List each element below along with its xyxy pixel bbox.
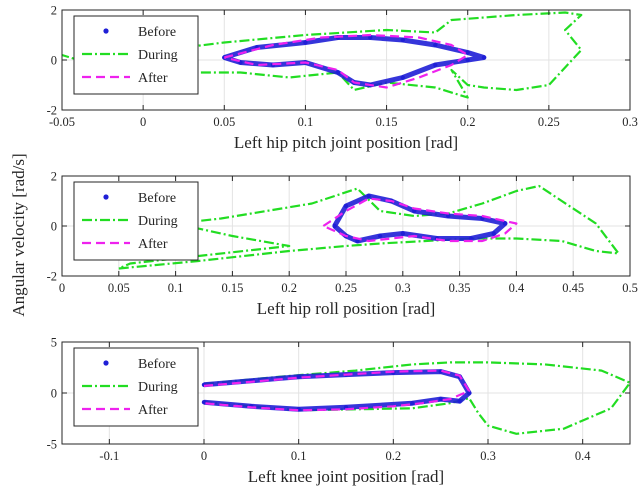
x-tick-label: -0.05 [49, 115, 75, 129]
data-point-before [433, 62, 438, 68]
series-line-after [203, 369, 471, 412]
data-point-before [438, 396, 443, 402]
subplot-3: -0.1 0 0.1 0.2 0.3 0.4 -5 0 5 Left knee joint pos… [47, 336, 631, 486]
x-tick-label: 0.1 [168, 281, 184, 295]
x-tick-label: 0.15 [221, 281, 243, 295]
x-tick-label: 0.05 [108, 281, 130, 295]
subplot-2: 0 0.05 0.1 0.15 0.2 0.25 0.3 0.35 0.4 0.45 0.5-202… [47, 170, 638, 319]
data-point-before [201, 400, 207, 405]
x-tick-label: 0.25 [538, 115, 560, 129]
legend-marker-before [103, 360, 109, 366]
series-line-before [332, 193, 508, 244]
series-line-during [203, 361, 630, 435]
x-tick-label: 0.45 [562, 281, 584, 295]
data-point-before [400, 37, 405, 43]
data-point-before [343, 203, 349, 209]
legend-label-during: During [138, 380, 178, 395]
y-tick-label: -5 [47, 438, 57, 452]
y-tick-label: 5 [51, 336, 57, 350]
x-tick-label: 0.1 [291, 449, 307, 463]
x-tick-label: 0 [59, 281, 65, 295]
legend-label-during: During [138, 48, 178, 63]
data-point-before [412, 208, 417, 214]
data-point-before [377, 233, 383, 239]
x-tick-label: 0.35 [449, 281, 471, 295]
data-point-before [355, 238, 360, 244]
y-tick-label: 0 [51, 220, 57, 234]
data-point-before [433, 42, 438, 48]
x-tick-label: 0.2 [460, 115, 476, 129]
x-tick-label: 0 [201, 449, 207, 463]
x-tick-label: 0.2 [281, 281, 297, 295]
x-tick-label: 0.2 [386, 449, 402, 463]
data-point-before [335, 70, 341, 75]
legend-marker-before [103, 28, 109, 34]
y-tick-label: 2 [51, 170, 57, 184]
shared-y-axis-label: Angular velocity [rad/s] [9, 153, 28, 316]
x-tick-label: 0.1 [298, 115, 314, 129]
legend: Before During After [73, 15, 199, 95]
x-tick-label: 0 [140, 115, 146, 129]
legend-label-before: Before [138, 25, 176, 40]
data-layer [201, 361, 630, 435]
data-point-before [466, 390, 472, 396]
data-point-before [366, 193, 371, 199]
legend: Before During After [73, 347, 199, 427]
legend-box [73, 181, 199, 261]
y-tick-label: 2 [51, 4, 57, 18]
legend-label-during: During [138, 214, 178, 229]
legend-box [73, 15, 199, 95]
data-point-before [465, 57, 470, 63]
y-tick-label: -2 [47, 270, 57, 284]
y-tick-label: -2 [47, 104, 57, 118]
data-point-before [502, 221, 508, 226]
data-point-before [468, 236, 474, 241]
x-tick-label: 0.05 [213, 115, 235, 129]
legend-label-after: After [138, 403, 168, 418]
x-tick-label: 0.15 [376, 115, 398, 129]
series-line-after [322, 197, 518, 243]
data-point-before [400, 231, 405, 236]
data-layer [62, 11, 583, 99]
data-point-before [465, 50, 470, 55]
data-point-before [303, 40, 308, 45]
data-point-before [296, 374, 301, 379]
data-point-before [481, 55, 487, 60]
subplot-1: -0.05 0 0.05 0.1 0.15 0.2 0.25 0.3 -2 0 2 Left hip … [47, 4, 638, 153]
x-tick-label: 0.4 [575, 449, 591, 463]
x-tick-label: 0.3 [395, 281, 411, 295]
series-line-after [224, 33, 469, 89]
data-point-before [410, 401, 415, 406]
legend-box [73, 347, 199, 427]
data-point-before [480, 216, 485, 221]
data-point-before [491, 231, 496, 236]
legend-label-after: After [138, 71, 168, 86]
legend-label-before: Before [138, 357, 176, 372]
y-tick-label: 0 [51, 387, 57, 401]
x-tick-label: 0.4 [509, 281, 525, 295]
data-point-before [457, 399, 462, 404]
x-tick-label: 0.5 [622, 281, 638, 295]
x-axis-label: Left knee joint position [rad] [248, 467, 444, 486]
legend: Before During After [73, 181, 199, 261]
x-tick-label: 0.3 [622, 115, 638, 129]
data-point-before [446, 213, 451, 219]
series-line-during [62, 11, 583, 99]
data-point-before [368, 35, 373, 40]
legend-label-before: Before [138, 191, 176, 206]
data-point-before [400, 75, 405, 80]
x-tick-label: -0.1 [99, 449, 119, 463]
legend-marker-before [103, 194, 109, 200]
x-tick-label: 0.25 [335, 281, 357, 295]
data-point-before [332, 223, 337, 229]
x-axis-label: Left hip roll position [rad] [257, 299, 435, 318]
x-axis-label: Left hip pitch joint position [rad] [234, 133, 458, 152]
legend-label-after: After [138, 237, 168, 252]
y-tick-label: 0 [51, 54, 57, 68]
x-tick-label: 0.3 [480, 449, 496, 463]
